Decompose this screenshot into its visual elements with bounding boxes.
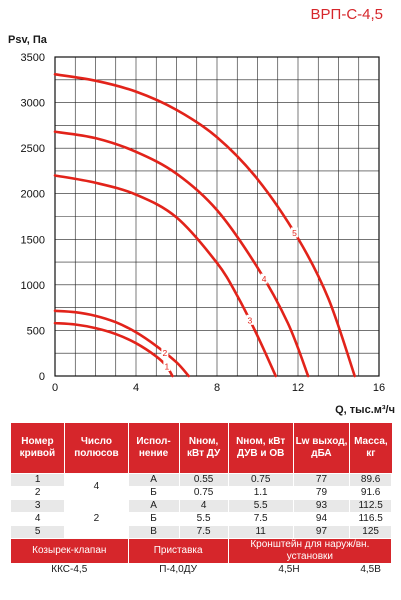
accessory-bracket-indoor: 4,5В [349,563,392,577]
cell-mass: 116.5 [349,512,392,526]
y-tick-label: 2500 [21,143,45,155]
curve-label-1: 1 [165,361,170,371]
cell-mass: 112.5 [349,499,392,513]
cell-curve: 3 [9,499,66,513]
accessories-header-row: Козырек-клапан Приставка Кронштейн для н… [10,538,393,564]
curve-5 [53,73,356,378]
header-n-duv: Nном, кВт ДУВ и ОВ [227,423,294,474]
cell-curve: 2 [9,486,66,500]
accessory-header-bracket: Кронштейн для наруж/вн. установки [227,538,393,564]
cell-exec: Б [127,512,180,526]
cell-poles: 4 [64,473,129,500]
x-tick-label: 12 [292,382,304,394]
curve-4 [53,130,310,378]
accessory-header-adapter: Приставка [127,538,229,564]
table-row: 5 В 7.5 11 97 125 [9,525,392,539]
curve-labels: 1 2 3 4 5 [161,227,298,371]
cell-n-duv: 7.5 [227,512,294,526]
y-tick-label: 3000 [21,98,45,110]
x-axis-title: Q, тыс.м³/ч [335,404,395,416]
header-poles: Число полюсов [64,423,129,474]
chart-grid [54,56,380,377]
x-tick-label: 16 [373,382,385,394]
cell-exec: А [127,473,180,487]
curve-label-bg [161,347,169,358]
cell-n-du: 5.5 [178,512,229,526]
header-curve: Номер кривой [10,423,65,474]
x-tick-label: 0 [52,382,58,394]
cell-exec: Б [127,486,180,500]
cell-mass: 89.6 [349,473,392,487]
curve-label-bg [163,360,171,371]
cell-lw: 94 [292,512,351,526]
curve-label-bg [246,314,254,325]
cell-n-du: 0.75 [178,486,229,500]
header-lw: Lw выход, дБА [292,423,350,474]
cell-n-du: 0.55 [178,473,229,487]
cell-mass: 91.6 [349,486,392,500]
cell-lw: 79 [292,486,351,500]
y-tick-label: 2000 [21,189,45,201]
cell-n-duv: 11 [227,525,294,539]
table-row: 2 Б 0.75 1.1 79 91.6 [9,486,392,500]
cell-exec: В [127,525,180,539]
curve-label-5: 5 [292,228,297,238]
x-tick-label: 8 [214,382,220,394]
spec-table: Номер кривой Число полюсов Испол-нение N… [9,423,393,577]
cell-n-duv: 0.75 [227,473,294,487]
curve-2 [53,309,190,378]
y-tick-label: 1500 [21,234,45,246]
cell-lw: 97 [292,525,351,539]
curve-label-3: 3 [248,315,253,325]
curves [53,73,356,378]
cell-exec: А [127,499,180,513]
y-tick-label: 1000 [21,280,45,292]
cell-n-du: 7.5 [178,525,229,539]
cell-n-duv: 5.5 [227,499,294,513]
cell-curve: 4 [9,512,66,526]
cell-n-du: 4 [178,499,229,513]
cell-curve: 5 [9,525,66,539]
cell-mass: 125 [349,525,392,539]
table-row: 1 4 А 0.55 0.75 77 89.6 [9,473,392,500]
curve-label-4: 4 [262,274,267,284]
curve-label-bg [260,273,268,284]
cell-n-duv: 1.1 [227,486,294,500]
accessory-valve: ККС-4,5 [10,563,129,577]
y-tick-label: 0 [39,371,45,383]
chart-axes [54,56,380,377]
curve-label-2: 2 [162,348,167,358]
table-row: 4 Б 5.5 7.5 94 116.5 [9,512,392,526]
y-axis-title: Psv, Па [8,34,47,46]
header-mass: Масса, кг [349,423,392,474]
accessories-value-row: ККС-4,5 П-4,0ДУ 4,5Н 4,5В [10,563,392,577]
cell-poles: 2 [64,499,129,539]
curve-1 [53,321,174,378]
curve-label-bg [290,227,298,238]
accessory-adapter: П-4,0ДУ [127,563,229,577]
curve-3 [53,174,278,378]
table-row: 3 2 А 4 5.5 93 112.5 [9,499,392,539]
header-n-du: Nном, кВт ДУ [178,423,229,474]
cell-curve: 1 [9,473,66,487]
y-tick-label: 500 [27,325,45,337]
cell-lw: 93 [292,499,351,513]
accessory-header-valve: Козырек-клапан [10,538,129,564]
accessory-bracket-outdoor: 4,5Н [227,563,351,577]
model-title: ВРП-С-4,5 [310,6,383,23]
x-tick-label: 4 [133,382,139,394]
y-tick-label: 3500 [21,52,45,64]
cell-lw: 77 [292,473,351,487]
plot-frame [54,56,380,377]
header-exec: Испол-нение [127,423,180,474]
